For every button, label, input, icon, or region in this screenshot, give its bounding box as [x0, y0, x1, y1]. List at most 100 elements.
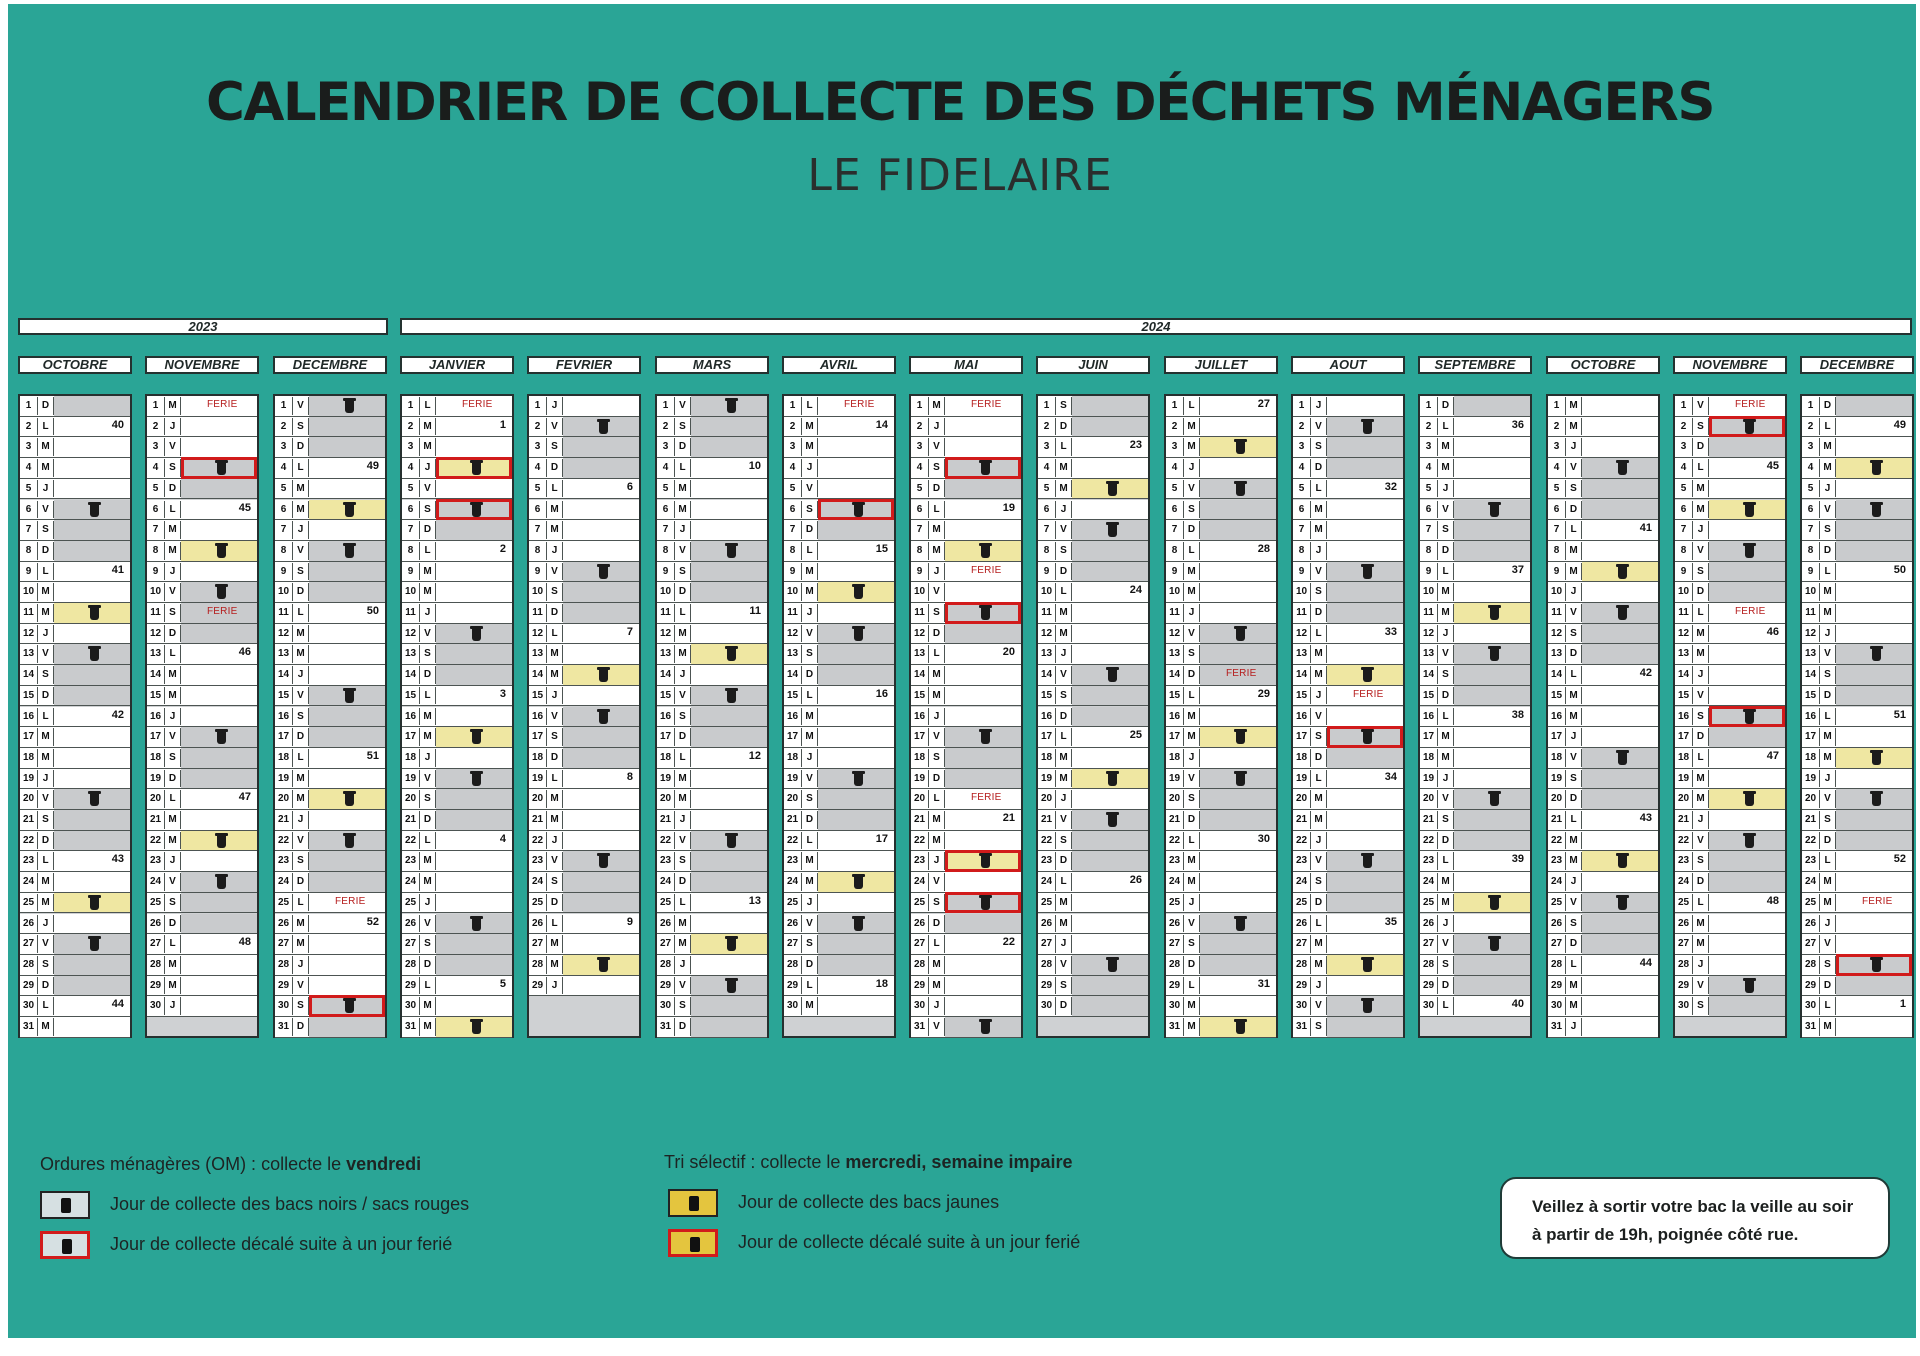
day-cell: 51: [1836, 706, 1912, 727]
day-cell: [1454, 478, 1530, 499]
day-number: 19: [657, 769, 675, 788]
day-row: 23 L 43: [20, 851, 130, 873]
day-number: 4: [911, 459, 929, 477]
day-letter: M: [1184, 1018, 1200, 1036]
day-letter: M: [420, 1018, 436, 1036]
day-letter: S: [675, 997, 691, 1015]
day-number: 22: [1293, 831, 1311, 850]
day-row: 25 M: [1038, 892, 1148, 914]
day-letter: D: [293, 438, 309, 457]
day-row: 2 L 36: [1420, 416, 1530, 438]
holiday-label: FERIE: [1735, 399, 1766, 410]
black-bin-icon: [88, 936, 101, 952]
day-cell: [1200, 706, 1276, 727]
day-number: 28: [1675, 955, 1693, 974]
day-row: 23 M: [1548, 851, 1658, 873]
day-cell: 33: [1327, 623, 1403, 644]
day-row: 29 L 18: [784, 975, 894, 997]
day-letter: S: [420, 790, 436, 808]
day-number: 28: [1166, 955, 1184, 974]
day-letter: D: [675, 1018, 691, 1036]
day-letter: L: [165, 790, 181, 808]
day-cell: [1072, 975, 1148, 996]
day-number: 6: [1038, 500, 1056, 519]
week-number: 43: [111, 853, 124, 866]
day-cell: [181, 913, 257, 934]
day-row: 26 M: [1038, 913, 1148, 935]
yellow-bin-icon: [1234, 439, 1247, 455]
day-number: 3: [1802, 438, 1820, 457]
day-cell: [1454, 499, 1530, 520]
day-letter: L: [1820, 707, 1836, 726]
day-letter: D: [1566, 935, 1582, 953]
day-letter: M: [1438, 748, 1454, 767]
day-number: 30: [402, 997, 420, 1015]
day-letter: S: [420, 645, 436, 664]
black-bin-icon: [343, 832, 356, 848]
week-number: 21: [1002, 812, 1015, 824]
day-number: 6: [20, 500, 38, 519]
day-number: 25: [1802, 893, 1820, 912]
day-cell: [1709, 561, 1785, 582]
day-cell: [945, 975, 1021, 996]
yellow-bin-icon: [597, 956, 610, 972]
day-letter: V: [1693, 831, 1709, 850]
day-row: 21 V: [1038, 810, 1148, 831]
day-letter: V: [38, 790, 54, 808]
day-letter: D: [293, 1018, 309, 1036]
day-number: 27: [1675, 935, 1693, 953]
day-number: 23: [1038, 852, 1056, 871]
day-number: 23: [1166, 852, 1184, 871]
day-cell: 40: [54, 416, 130, 437]
day-cell: [1327, 582, 1403, 602]
day-number: 9: [275, 562, 293, 581]
day-number: 25: [1675, 893, 1693, 912]
week-number: 43: [1639, 812, 1652, 824]
day-number: 12: [1675, 624, 1693, 643]
day-cell: [1200, 727, 1276, 747]
day-cell: [945, 582, 1021, 602]
day-cell: [1454, 665, 1530, 685]
day-cell: [309, 810, 385, 830]
day-number: 6: [529, 500, 547, 519]
day-number: 7: [20, 521, 38, 539]
day-letter: S: [547, 583, 563, 601]
day-cell: [1072, 954, 1148, 975]
day-cell: [436, 644, 512, 665]
day-number: 28: [1420, 955, 1438, 974]
day-cell: [181, 975, 257, 996]
day-number: 6: [1675, 500, 1693, 519]
day-number: 23: [911, 852, 929, 871]
day-letter: M: [1184, 997, 1200, 1015]
legend-tri-title-text: Tri sélectif : collecte le: [664, 1152, 846, 1172]
day-number: 27: [1420, 935, 1438, 953]
day-letter: M: [1820, 438, 1836, 457]
day-letter: M: [165, 955, 181, 974]
day-number: 9: [784, 562, 802, 581]
day-cell: [1327, 416, 1403, 437]
day-cell: [563, 830, 639, 851]
day-letter: V: [293, 686, 309, 705]
day-letter: V: [675, 397, 691, 415]
yellow-bin-icon: [1616, 853, 1629, 869]
day-letter: M: [293, 479, 309, 498]
day-number: 29: [1420, 976, 1438, 995]
day-letter: M: [675, 624, 691, 643]
day-row: 11 J: [1166, 603, 1276, 624]
day-letter: M: [1820, 873, 1836, 891]
month-column: 1 D 2 L 49 3 M 4 M 5 J 6 V 7 S 8 D 9 L 50 10 M 11 M 12 J 13 V 14 S 15 D…: [1800, 394, 1914, 1038]
day-number: 13: [20, 645, 38, 664]
day-row: 21 J: [275, 810, 385, 831]
day-row: 17 V: [911, 727, 1021, 748]
